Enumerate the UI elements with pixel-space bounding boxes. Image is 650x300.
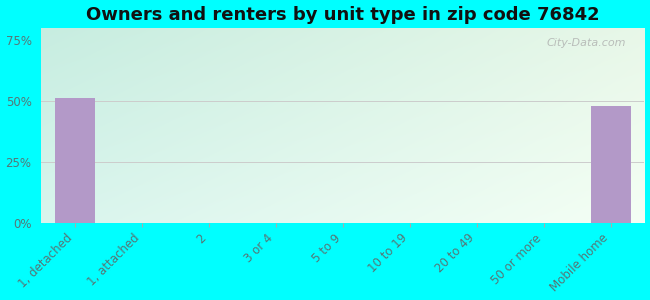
Bar — [591, 106, 631, 223]
Bar — [55, 98, 95, 223]
Title: Owners and renters by unit type in zip code 76842: Owners and renters by unit type in zip c… — [86, 6, 600, 24]
Text: City-Data.com: City-Data.com — [547, 38, 627, 48]
